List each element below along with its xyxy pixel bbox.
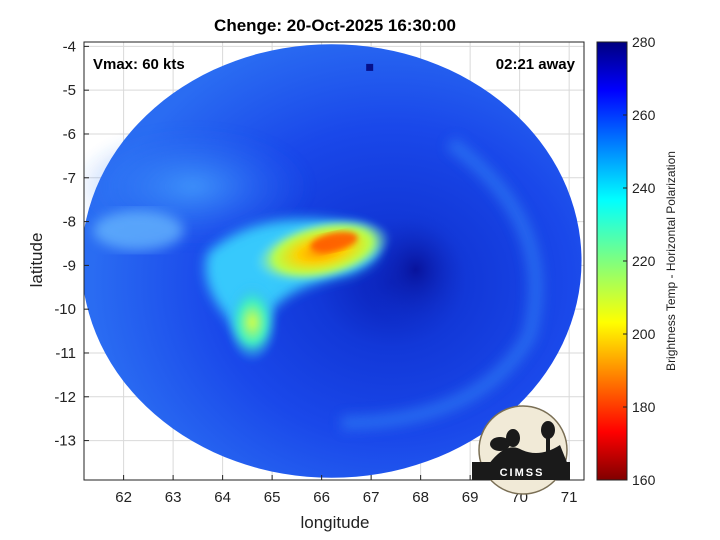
- vmax-annotation: Vmax: 60 kts: [93, 56, 185, 73]
- outer-spiral-band: [341, 137, 543, 431]
- y-tick-label: -7: [63, 170, 76, 187]
- x-tick-label: 63: [165, 489, 182, 506]
- colorbar: [596, 41, 628, 481]
- time-away-annotation: 02:21 away: [496, 56, 576, 73]
- colorbar-tick-label: 220: [632, 253, 656, 269]
- swath-artifact: [366, 63, 374, 71]
- colorbar-label: Brightness Temp - Horizontal Polarizatio…: [664, 151, 678, 371]
- x-tick-label: 66: [313, 489, 330, 506]
- colorbar-tick-label: 280: [632, 34, 656, 50]
- west-band: [93, 210, 184, 251]
- colorbar-tick-label: 260: [632, 107, 656, 123]
- y-tick-label: -10: [54, 301, 76, 318]
- colorbar-tick-label: 240: [632, 180, 656, 196]
- chart-title: Chenge: 20-Oct-2025 16:30:00: [214, 16, 456, 35]
- colorbar-ticks: 280 260 240 220 200 180 160: [623, 34, 656, 488]
- x-tick-label: 65: [264, 489, 281, 506]
- colorbar-tick-label: 160: [632, 472, 656, 488]
- x-tick-label: 64: [214, 489, 231, 506]
- x-tick-label: 68: [412, 489, 429, 506]
- y-tick-label: -5: [63, 82, 76, 99]
- brightness-temperature-swath: [84, 44, 582, 478]
- y-tick-label: -11: [55, 345, 76, 362]
- cimss-logo: CIMSS: [472, 405, 570, 495]
- cimss-logo-text: CIMSS: [500, 467, 545, 479]
- y-tick-label: -9: [63, 257, 76, 274]
- axes-border: [83, 41, 585, 481]
- y-tick-label: -6: [63, 126, 76, 143]
- colorbar-tick-label: 180: [632, 399, 656, 415]
- y-tick-label: -4: [63, 38, 76, 55]
- rainband-feature: [226, 282, 279, 363]
- y-axis-label: latitude: [27, 233, 46, 288]
- y-tick-label: -8: [63, 214, 76, 231]
- x-axis: 62 63 64 65 66 67 68 69 70 71: [115, 475, 577, 506]
- colorbar-tick-label: 200: [632, 326, 656, 342]
- x-axis-label: longitude: [300, 513, 369, 532]
- x-tick-label: 67: [363, 489, 380, 506]
- y-axis: -4 -5 -6 -7 -8 -9 -10 -11 -12 -13: [54, 38, 89, 450]
- x-tick-label: 69: [462, 489, 479, 506]
- y-tick-label: -12: [54, 389, 76, 406]
- x-tick-label: 71: [561, 489, 578, 506]
- y-tick-label: -13: [54, 433, 76, 450]
- coldest-pixels: [310, 231, 358, 253]
- x-tick-label: 62: [115, 489, 132, 506]
